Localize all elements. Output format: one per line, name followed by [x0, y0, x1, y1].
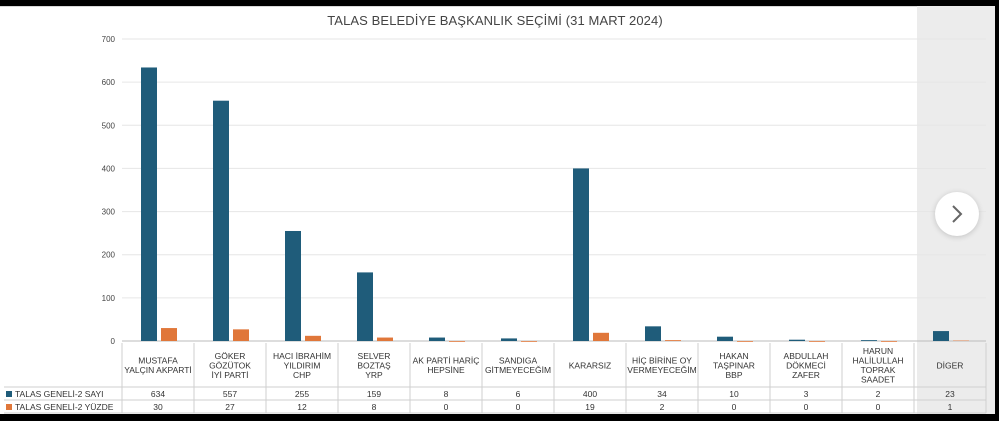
category-label: VERMEYECEĞİM [627, 365, 696, 375]
category-label: GÖZÜTOK [209, 360, 251, 370]
bar-yuzde [305, 335, 321, 341]
legend-swatch [6, 404, 12, 410]
category-label: ZAFER [792, 370, 820, 380]
data-value: 159 [367, 389, 381, 399]
category-label: DÖKMECİ [786, 360, 826, 370]
category-label: KARARSIZ [569, 360, 612, 370]
category-label: HİÇ BİRİNE OY [632, 356, 692, 366]
y-tick-label: 700 [102, 35, 116, 44]
y-tick-label: 500 [102, 121, 116, 130]
chart-title: TALAS BELEDİYE BAŞKANLIK SEÇİMİ (31 MART… [327, 13, 663, 28]
bar-yuzde [233, 329, 249, 341]
category-label: HARUN [863, 346, 893, 356]
bar-yuzde [593, 332, 609, 341]
bar-sayi [933, 331, 949, 341]
legend-swatch [6, 391, 12, 397]
category-label: ABDULLAH [784, 351, 829, 361]
category-label: CHP [293, 370, 311, 380]
data-value: 400 [583, 389, 597, 399]
bar-sayi [789, 339, 805, 341]
data-value: 255 [295, 389, 309, 399]
top-border [0, 6, 995, 7]
category-label: MUSTAFA [138, 356, 178, 366]
data-value: 1 [948, 402, 953, 412]
bar-yuzde [881, 341, 897, 342]
y-tick-label: 400 [102, 164, 116, 173]
data-value: 8 [444, 389, 449, 399]
category-label: SANDIGA [499, 356, 538, 366]
data-value: 6 [516, 389, 521, 399]
data-value: 0 [804, 402, 809, 412]
category-label: HACI İBRAHİM [273, 351, 331, 361]
data-value: 0 [876, 402, 881, 412]
data-value: 634 [151, 389, 165, 399]
y-tick-label: 100 [102, 294, 116, 303]
data-value: 0 [732, 402, 737, 412]
category-label: YALÇIN AKPARTİ [124, 365, 192, 375]
data-value: 34 [657, 389, 667, 399]
bar-sayi [717, 336, 733, 341]
bar-yuzde [377, 337, 393, 341]
data-value: 0 [516, 402, 521, 412]
y-tick-label: 300 [102, 208, 116, 217]
next-slide-button[interactable] [935, 192, 979, 236]
chevron-right-icon [952, 205, 963, 223]
bar-yuzde [161, 328, 177, 341]
bar-yuzde [665, 340, 681, 341]
bar-sayi [429, 337, 445, 341]
legend-label: TALAS GENELİ-2 YÜZDE [15, 402, 114, 412]
category-label: AK PARTİ HARİÇ [413, 356, 480, 366]
bar-yuzde [521, 341, 537, 342]
data-value: 2 [660, 402, 665, 412]
category-label: GÖKER [215, 351, 246, 361]
category-label: SAADET [861, 375, 895, 385]
data-value: 8 [372, 402, 377, 412]
category-label: TAŞPINAR [713, 360, 755, 370]
data-value: 27 [225, 402, 235, 412]
data-value: 12 [297, 402, 307, 412]
category-label: HEPSİNE [427, 365, 465, 375]
bar-sayi [357, 272, 373, 341]
category-label: YRP [365, 370, 383, 380]
chart-frame: TALAS BELEDİYE BAŞKANLIK SEÇİMİ (31 MART… [0, 6, 995, 414]
y-tick-label: 600 [102, 78, 116, 87]
bar-sayi [861, 340, 877, 341]
y-tick-label: 200 [102, 251, 116, 260]
bar-sayi [213, 100, 229, 342]
bar-sayi [645, 326, 661, 341]
data-value: 19 [585, 402, 595, 412]
bar-yuzde [809, 341, 825, 342]
category-label: DİGER [937, 360, 964, 370]
data-value: 10 [729, 389, 739, 399]
bar-sayi [141, 67, 157, 341]
bar-yuzde [449, 341, 465, 342]
category-label: TOPRAK [861, 365, 896, 375]
category-label: BBP [725, 370, 742, 380]
data-value: 2 [876, 389, 881, 399]
bar-sayi [573, 168, 589, 341]
data-value: 3 [804, 389, 809, 399]
bar-sayi [501, 338, 517, 341]
data-value: 30 [153, 402, 163, 412]
bar-yuzde [737, 341, 753, 342]
bar-sayi [285, 230, 301, 341]
category-label: SELVER [358, 351, 391, 361]
category-label: YILDIRIM [284, 360, 321, 370]
data-value: 557 [223, 389, 237, 399]
data-value: 0 [444, 402, 449, 412]
data-value: 23 [945, 389, 955, 399]
category-label: BOZTAŞ [357, 360, 391, 370]
category-label: GİTMEYECEĞİM [485, 365, 551, 375]
y-tick-label: 0 [111, 337, 116, 346]
category-label: HAKAN [719, 351, 748, 361]
category-label: İYİ PARTİ [211, 370, 248, 380]
category-label: HALİLULLAH [852, 356, 903, 366]
legend-label: TALAS GENELİ-2 SAYI [15, 389, 104, 399]
